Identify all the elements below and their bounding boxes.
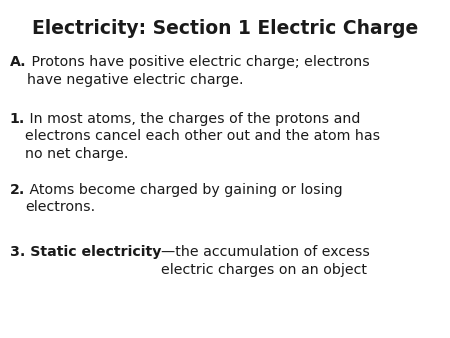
Text: 1.: 1. <box>10 112 25 125</box>
Text: Atoms become charged by gaining or losing
electrons.: Atoms become charged by gaining or losin… <box>25 183 343 214</box>
Text: Protons have positive electric charge; electrons
have negative electric charge.: Protons have positive electric charge; e… <box>27 55 369 87</box>
Text: A.: A. <box>10 55 27 69</box>
Text: —the accumulation of excess
electric charges on an object: —the accumulation of excess electric cha… <box>162 245 370 277</box>
Text: 2.: 2. <box>10 183 25 196</box>
Text: 3. Static electricity: 3. Static electricity <box>10 245 162 259</box>
Text: Electricity: Section 1 Electric Charge: Electricity: Section 1 Electric Charge <box>32 19 418 38</box>
Text: In most atoms, the charges of the protons and
electrons cancel each other out an: In most atoms, the charges of the proton… <box>25 112 380 161</box>
